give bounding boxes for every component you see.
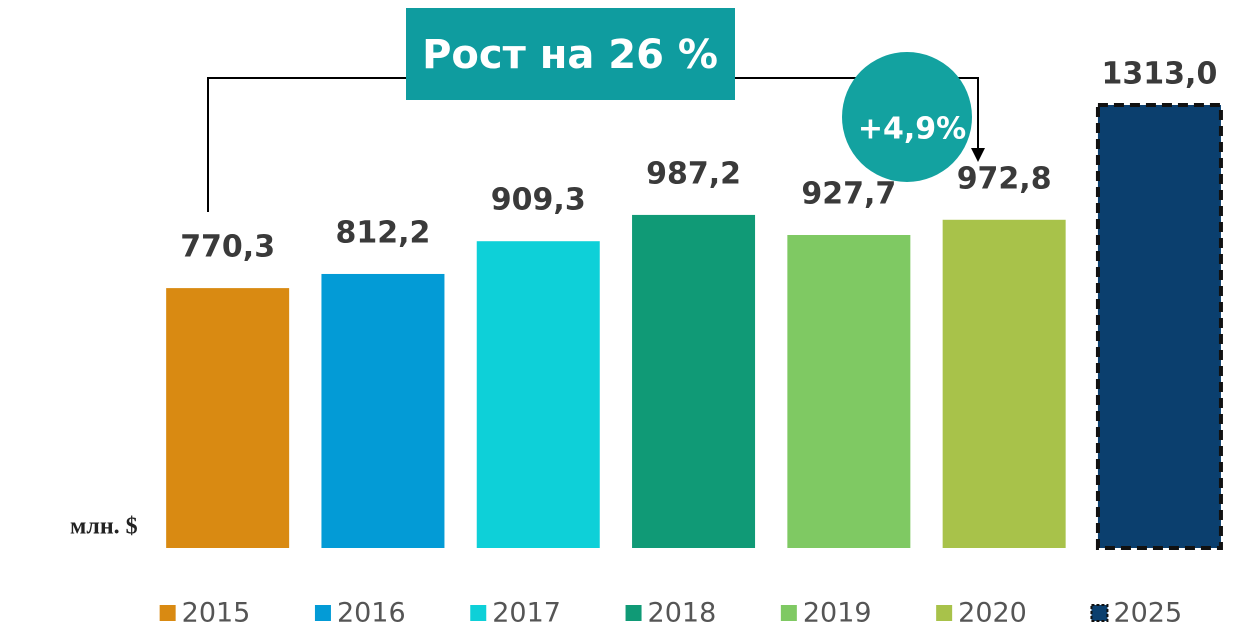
bar bbox=[632, 214, 756, 548]
value-label: 770,3 bbox=[180, 230, 275, 265]
value-label: 812,2 bbox=[335, 215, 430, 250]
legend-label: 2025 bbox=[1113, 598, 1182, 629]
legend-label: 2018 bbox=[648, 598, 717, 629]
value-label: 1313,0 bbox=[1102, 57, 1218, 92]
bar bbox=[942, 219, 1066, 549]
growth-annotation: Рост на 26 % bbox=[422, 32, 718, 78]
bar bbox=[476, 241, 600, 548]
legend-swatch bbox=[314, 605, 331, 621]
value-label: 972,8 bbox=[957, 161, 1052, 196]
change-annotation: +4,9% bbox=[858, 112, 966, 147]
legend-swatch bbox=[780, 605, 797, 621]
legend-swatch bbox=[936, 605, 953, 621]
legend-swatch bbox=[625, 605, 642, 621]
legend-label: 2016 bbox=[337, 598, 406, 629]
growth-box bbox=[406, 8, 735, 100]
bar bbox=[1095, 103, 1223, 550]
legend-label: 2017 bbox=[492, 598, 561, 629]
legend-swatch bbox=[1090, 604, 1109, 622]
legend-swatch bbox=[159, 605, 176, 621]
legend-swatch bbox=[470, 605, 487, 621]
bar bbox=[787, 234, 911, 548]
legend-label: 2020 bbox=[958, 598, 1027, 629]
bar bbox=[166, 288, 290, 548]
arrow-head bbox=[971, 148, 985, 162]
legend-label: 2015 bbox=[182, 598, 251, 629]
value-label: 927,7 bbox=[801, 176, 896, 211]
value-label: 909,3 bbox=[491, 183, 586, 218]
legend-label: 2019 bbox=[803, 598, 872, 629]
value-label: 987,2 bbox=[646, 156, 741, 191]
y-axis-label: млн. $ bbox=[70, 514, 138, 540]
bar bbox=[321, 273, 445, 548]
change-circle bbox=[842, 52, 972, 182]
